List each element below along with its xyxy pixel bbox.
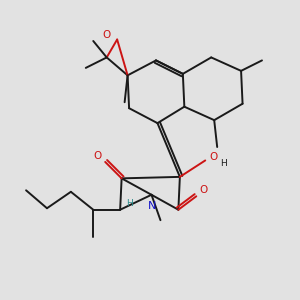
Text: O: O (94, 151, 102, 161)
Text: N: N (148, 201, 157, 211)
Text: O: O (200, 185, 208, 195)
Text: O: O (103, 30, 111, 40)
Text: H: H (126, 199, 133, 208)
Text: O: O (209, 152, 218, 162)
Text: H: H (220, 159, 227, 168)
